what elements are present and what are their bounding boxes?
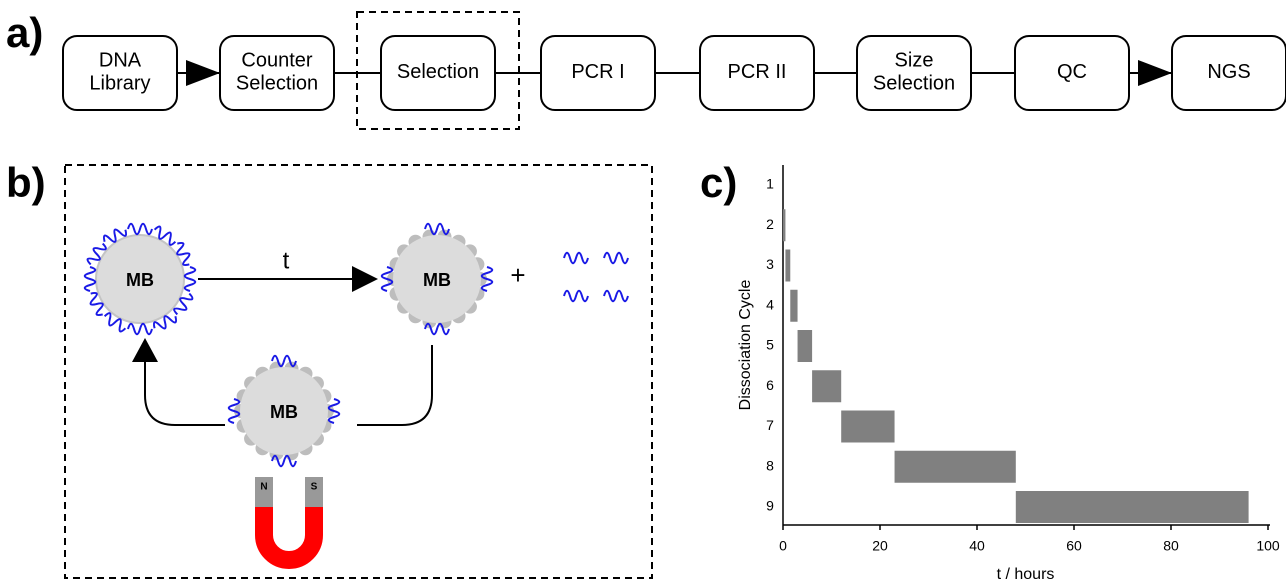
dna-strand (103, 312, 127, 333)
dna-strand (424, 322, 450, 336)
highlight-frame (356, 11, 520, 130)
step-label: PCR I (571, 61, 624, 83)
time-label: t (283, 247, 290, 274)
y-tick-label: 8 (766, 457, 774, 473)
bar (894, 450, 1016, 483)
bar (797, 330, 813, 362)
x-axis-label: t / hours (997, 566, 1055, 583)
step-label-line: Library (89, 73, 150, 95)
arrow-head (352, 266, 378, 292)
step-label: QC (1057, 61, 1087, 83)
y-tick-label: 2 (766, 216, 774, 232)
dna-strand (380, 266, 394, 292)
dna-strand (153, 225, 177, 246)
dna-strand (176, 241, 191, 267)
dna-strand (563, 251, 589, 265)
pole-label: S (311, 482, 318, 493)
pole-label: N (260, 482, 267, 493)
bead (393, 235, 481, 323)
dna-strand (271, 454, 297, 468)
bead-label: MB (423, 270, 451, 290)
loop-line (144, 360, 225, 426)
arrow-head (186, 60, 220, 86)
y-tick-label: 9 (766, 498, 774, 514)
dna-strand (603, 251, 629, 265)
step-label: Size Selection (873, 50, 955, 95)
y-tick-label: 5 (766, 337, 774, 353)
magnet-pole (305, 477, 323, 507)
arrow-head (1138, 60, 1172, 86)
dna-strand (102, 228, 128, 243)
x-tick-label: 60 (1066, 538, 1082, 554)
dna-strand (152, 315, 178, 330)
magnet (255, 506, 323, 569)
step-label-line: PCR I (571, 61, 624, 83)
dna-strand (173, 292, 194, 316)
dna-strand (83, 266, 97, 292)
dna-strand (327, 398, 341, 424)
y-tick-label: 4 (766, 296, 774, 312)
panel-label: b) (6, 159, 46, 206)
x-tick-label: 0 (779, 538, 787, 554)
bar (785, 249, 791, 282)
bar (1015, 491, 1249, 523)
step-label-line: Selection (873, 73, 955, 95)
dna-strand (563, 289, 589, 303)
step-label: Counter Selection (236, 50, 318, 95)
dna-strand (480, 266, 494, 292)
bar (841, 410, 895, 443)
step-label-line: Counter (241, 50, 312, 72)
dna-strand (86, 242, 107, 266)
step-label-line: NGS (1207, 61, 1250, 83)
x-tick-label: 100 (1256, 538, 1280, 554)
bead-label: MB (270, 402, 298, 422)
bar (783, 209, 786, 242)
panel-label: c) (700, 159, 737, 206)
bar (790, 289, 798, 322)
arrow-head (132, 338, 158, 362)
step-label-line: Size (895, 50, 934, 72)
step-label-line: Selection (236, 73, 318, 95)
x-tick-label: 40 (969, 538, 985, 554)
loop-line (357, 345, 433, 426)
y-tick-label: 1 (766, 176, 774, 192)
dna-strand (127, 222, 153, 236)
dna-strand (271, 354, 297, 368)
plus: + (510, 260, 525, 290)
dna-strand (227, 398, 241, 424)
step-label: Selection (397, 61, 479, 83)
y-axis-label: Dissociation Cycle (737, 280, 754, 411)
panel-label: a) (6, 9, 43, 56)
dna-strand (89, 291, 104, 317)
step-label: DNA Library (89, 50, 150, 95)
bar (812, 370, 842, 403)
panel-frame (64, 164, 653, 579)
bead (95, 234, 185, 324)
step-box (1171, 35, 1286, 111)
magnet-pole (255, 477, 273, 507)
y-tick-label: 6 (766, 377, 774, 393)
bead (240, 367, 328, 455)
decor: MB MB MB (83, 222, 629, 468)
dna-strand (127, 322, 153, 336)
step-label: PCR II (728, 61, 787, 83)
step-label: NGS (1207, 61, 1250, 83)
step-label-line: PCR II (728, 61, 787, 83)
x-tick-label: 20 (872, 538, 888, 554)
bead-label: MB (126, 270, 154, 290)
dna-strand (183, 266, 197, 292)
step-label-line: DNA (99, 50, 142, 72)
y-tick-label: 7 (766, 417, 774, 433)
step-label-line: QC (1057, 61, 1087, 83)
dna-strand (424, 222, 450, 236)
step-label-line: Selection (397, 61, 479, 83)
x-tick-label: 80 (1163, 538, 1179, 554)
dna-strand (603, 289, 629, 303)
y-tick-label: 3 (766, 256, 774, 272)
